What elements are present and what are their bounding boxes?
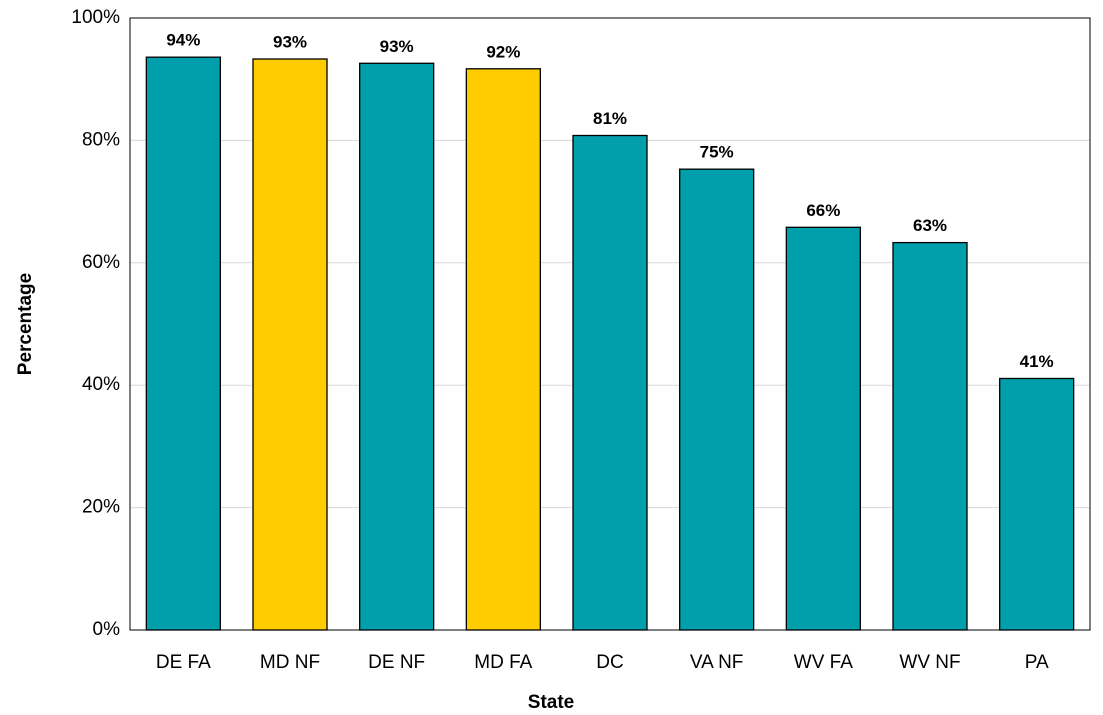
bar	[572, 134, 648, 631]
bar	[892, 241, 968, 631]
x-tick-label: DE NF	[368, 652, 425, 673]
y-tick-label: 20%	[82, 497, 120, 518]
data-label: 75%	[700, 143, 734, 162]
x-tick-label: DC	[596, 652, 623, 673]
bar	[999, 377, 1075, 631]
bar	[465, 68, 541, 631]
data-label: 94%	[166, 31, 200, 50]
data-label: 66%	[806, 201, 840, 220]
bar	[252, 58, 328, 631]
x-tick-label: DE FA	[156, 652, 211, 673]
y-tick-label: 80%	[82, 129, 120, 150]
y-tick-label: 60%	[82, 252, 120, 273]
y-tick-label: 40%	[82, 374, 120, 395]
bar	[359, 62, 435, 631]
data-label: 63%	[913, 216, 947, 235]
data-label: 81%	[593, 109, 627, 128]
x-tick-label: WV FA	[794, 652, 853, 673]
data-label: 41%	[1020, 352, 1054, 371]
data-label: 93%	[273, 32, 307, 51]
x-tick-label: PA	[1025, 652, 1049, 673]
y-tick-label: 0%	[93, 619, 121, 640]
bar	[785, 226, 861, 631]
data-label: 92%	[486, 42, 520, 61]
x-axis-title: State	[528, 692, 574, 713]
x-tick-label: WV NF	[899, 652, 960, 673]
bar	[679, 168, 755, 631]
y-axis-title: Percentage	[15, 273, 36, 375]
bar	[145, 56, 221, 631]
y-tick-label: 100%	[71, 7, 120, 28]
x-tick-label: VA NF	[690, 652, 744, 673]
data-label: 93%	[380, 37, 414, 56]
x-tick-label: MD FA	[474, 652, 532, 673]
x-tick-label: MD NF	[260, 652, 320, 673]
